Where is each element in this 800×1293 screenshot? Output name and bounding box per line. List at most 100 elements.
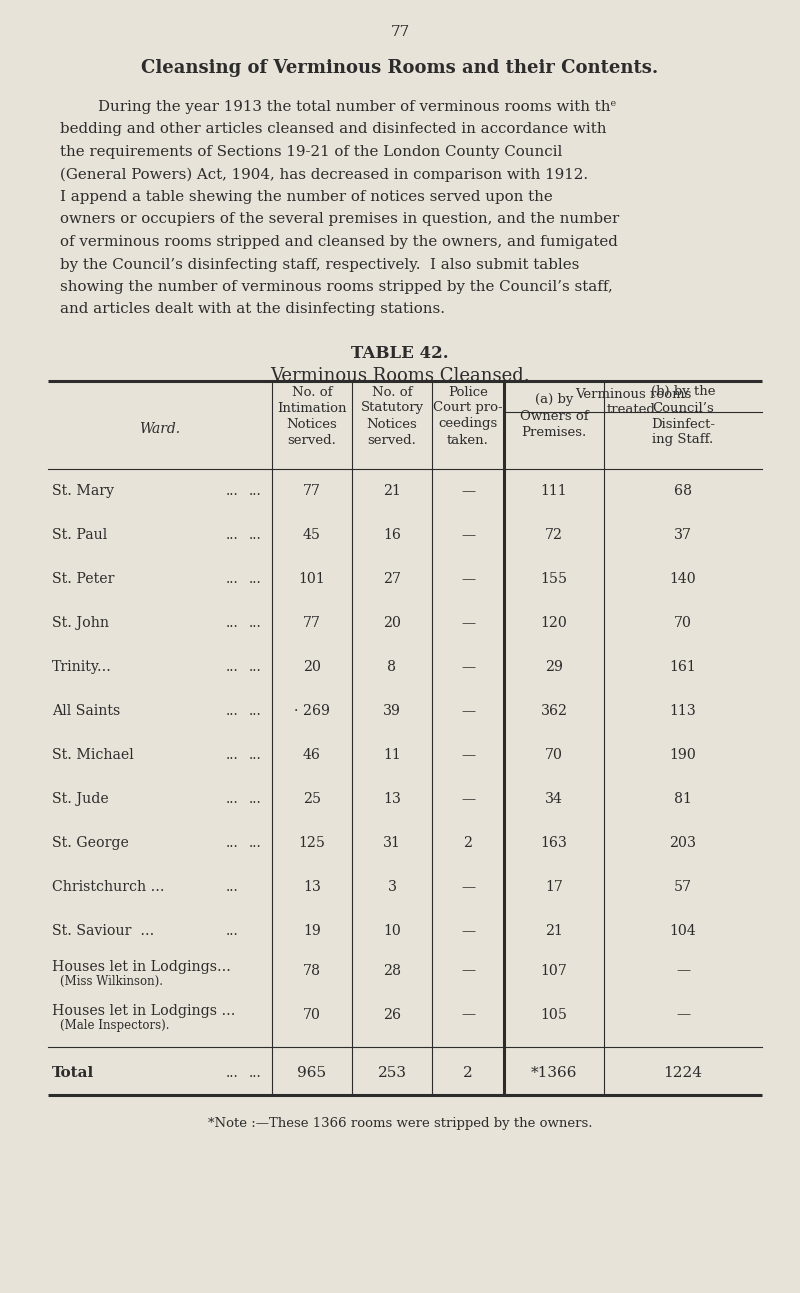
Text: owners or occupiers of the several premises in question, and the number: owners or occupiers of the several premi… xyxy=(60,212,619,226)
Text: 72: 72 xyxy=(545,528,563,542)
Text: —: — xyxy=(676,963,690,978)
Text: 31: 31 xyxy=(383,837,401,850)
Text: 105: 105 xyxy=(541,1007,567,1021)
Text: Cleansing of Verminous Rooms and their Contents.: Cleansing of Verminous Rooms and their C… xyxy=(142,59,658,78)
Text: —: — xyxy=(461,747,475,762)
Text: 81: 81 xyxy=(674,793,692,806)
Text: showing the number of verminous rooms stripped by the Council’s staff,: showing the number of verminous rooms st… xyxy=(60,281,613,294)
Text: 13: 13 xyxy=(383,793,401,806)
Text: ...: ... xyxy=(250,747,262,762)
Text: 101: 101 xyxy=(298,572,326,586)
Text: bedding and other articles cleansed and disinfected in accordance with: bedding and other articles cleansed and … xyxy=(60,123,606,137)
Text: ...: ... xyxy=(226,572,238,586)
Text: 140: 140 xyxy=(670,572,696,586)
Text: 20: 20 xyxy=(383,615,401,630)
Text: (b) by the
Council’s
Disinfect-
ing Staff.: (b) by the Council’s Disinfect- ing Staf… xyxy=(650,385,715,446)
Text: Total: Total xyxy=(52,1065,94,1080)
Text: 10: 10 xyxy=(383,924,401,937)
Text: (Miss Wilkinson).: (Miss Wilkinson). xyxy=(60,975,163,988)
Text: 155: 155 xyxy=(541,572,567,586)
Text: St. John: St. John xyxy=(52,615,109,630)
Text: —: — xyxy=(461,963,475,978)
Text: St. Paul: St. Paul xyxy=(52,528,107,542)
Text: —: — xyxy=(461,615,475,630)
Text: of verminous rooms stripped and cleansed by the owners, and fumigated: of verminous rooms stripped and cleansed… xyxy=(60,235,618,250)
Text: 120: 120 xyxy=(541,615,567,630)
Text: 26: 26 xyxy=(383,1007,401,1021)
Text: 161: 161 xyxy=(670,659,696,674)
Text: ...: ... xyxy=(226,837,238,850)
Text: ...: ... xyxy=(250,793,262,806)
Text: —: — xyxy=(461,484,475,498)
Text: ...: ... xyxy=(226,793,238,806)
Text: 77: 77 xyxy=(303,484,321,498)
Text: 2: 2 xyxy=(463,837,473,850)
Text: by the Council’s disinfecting staff, respectively.  I also submit tables: by the Council’s disinfecting staff, res… xyxy=(60,257,579,272)
Text: ...: ... xyxy=(250,484,262,498)
Text: 107: 107 xyxy=(541,963,567,978)
Text: ...: ... xyxy=(250,1065,262,1080)
Text: ...: ... xyxy=(250,837,262,850)
Text: ...: ... xyxy=(250,528,262,542)
Text: Christchurch ...: Christchurch ... xyxy=(52,881,165,893)
Text: All Saints: All Saints xyxy=(52,703,120,718)
Text: I append a table shewing the number of notices served upon the: I append a table shewing the number of n… xyxy=(60,190,553,204)
Text: 78: 78 xyxy=(303,963,321,978)
Text: 57: 57 xyxy=(674,881,692,893)
Text: 34: 34 xyxy=(545,793,563,806)
Text: Houses let in Lodgings ...: Houses let in Lodgings ... xyxy=(52,1005,235,1018)
Text: 77: 77 xyxy=(390,25,410,39)
Text: 13: 13 xyxy=(303,881,321,893)
Text: ...: ... xyxy=(226,747,238,762)
Text: —: — xyxy=(461,528,475,542)
Text: and articles dealt with at the disinfecting stations.: and articles dealt with at the disinfect… xyxy=(60,303,445,317)
Text: No. of
Intimation
Notices
served.: No. of Intimation Notices served. xyxy=(278,385,346,446)
Text: —: — xyxy=(461,793,475,806)
Text: Trinity...: Trinity... xyxy=(52,659,112,674)
Text: 70: 70 xyxy=(674,615,692,630)
Text: Ward.: Ward. xyxy=(139,422,181,436)
Text: 203: 203 xyxy=(670,837,697,850)
Text: ...: ... xyxy=(226,615,238,630)
Text: 25: 25 xyxy=(303,793,321,806)
Text: 21: 21 xyxy=(545,924,563,937)
Text: 21: 21 xyxy=(383,484,401,498)
Text: 77: 77 xyxy=(303,615,321,630)
Text: St. Michael: St. Michael xyxy=(52,747,134,762)
Text: 39: 39 xyxy=(383,703,401,718)
Text: —: — xyxy=(676,1007,690,1021)
Text: St. Peter: St. Peter xyxy=(52,572,114,586)
Text: 2: 2 xyxy=(463,1065,473,1080)
Text: 8: 8 xyxy=(387,659,397,674)
Text: St. George: St. George xyxy=(52,837,129,850)
Text: St. Jude: St. Jude xyxy=(52,793,109,806)
Text: —: — xyxy=(461,703,475,718)
Text: ...: ... xyxy=(250,615,262,630)
Text: 19: 19 xyxy=(303,924,321,937)
Text: 111: 111 xyxy=(541,484,567,498)
Text: 1224: 1224 xyxy=(663,1065,702,1080)
Text: 45: 45 xyxy=(303,528,321,542)
Text: ...: ... xyxy=(226,924,238,937)
Text: Police
Court pro-
ceedings
taken.: Police Court pro- ceedings taken. xyxy=(433,385,503,446)
Text: 113: 113 xyxy=(670,703,696,718)
Text: During the year 1913 the total number of verminous rooms with thᵉ: During the year 1913 the total number of… xyxy=(60,100,616,114)
Text: *1366: *1366 xyxy=(530,1065,578,1080)
Text: ...: ... xyxy=(226,1065,238,1080)
Text: —: — xyxy=(461,572,475,586)
Text: 965: 965 xyxy=(298,1065,326,1080)
Text: 20: 20 xyxy=(303,659,321,674)
Text: —: — xyxy=(461,1007,475,1021)
Text: · 269: · 269 xyxy=(294,703,330,718)
Text: 70: 70 xyxy=(545,747,563,762)
Text: 163: 163 xyxy=(541,837,567,850)
Text: 125: 125 xyxy=(298,837,326,850)
Text: No. of
Statutory
Notices
served.: No. of Statutory Notices served. xyxy=(361,385,423,446)
Text: ...: ... xyxy=(226,484,238,498)
Text: Verminous rooms
treated.: Verminous rooms treated. xyxy=(575,388,691,416)
Text: 37: 37 xyxy=(674,528,692,542)
Text: ...: ... xyxy=(250,703,262,718)
Text: St. Mary: St. Mary xyxy=(52,484,114,498)
Text: *Note :—These 1366 rooms were stripped by the owners.: *Note :—These 1366 rooms were stripped b… xyxy=(208,1117,592,1130)
Text: 70: 70 xyxy=(303,1007,321,1021)
